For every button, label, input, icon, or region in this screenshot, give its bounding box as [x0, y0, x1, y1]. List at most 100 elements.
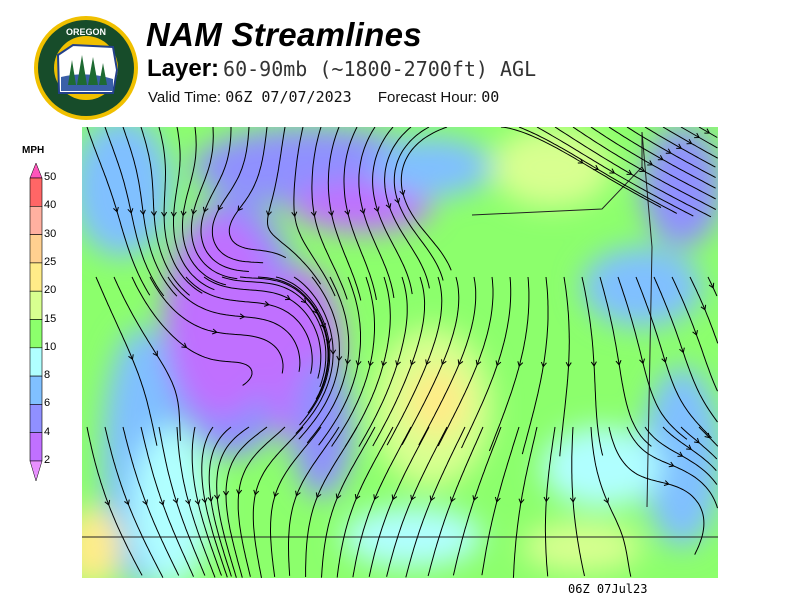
streamline-arrow-icon: [152, 350, 158, 357]
streamline-arrow-icon: [355, 360, 362, 367]
streamline-arrow-icon: [273, 491, 279, 498]
streamline-arrow-icon: [124, 499, 130, 506]
streamline-arrow-icon: [679, 347, 685, 354]
streamline: [216, 426, 250, 578]
streamline-arrow-icon: [295, 490, 301, 497]
streamline-arrow-icon: [312, 308, 318, 314]
legend-swatch: [29, 290, 43, 320]
streamline-arrow-icon: [266, 210, 272, 217]
streamline-arrow-icon: [104, 499, 111, 506]
streamline-arrow-icon: [202, 206, 209, 213]
streamline-arrow-icon: [211, 328, 218, 335]
streamline-arrow-icon: [239, 313, 246, 320]
legend-tick: 15: [44, 312, 57, 325]
streamline-arrow-icon: [676, 143, 683, 149]
streamline: [671, 276, 718, 392]
layer-info: Layer: 60-90mb (~1800-2700ft) AGL: [147, 55, 536, 83]
streamline: [191, 426, 222, 576]
streamline: [208, 426, 232, 577]
legend-swatch: [29, 319, 43, 349]
legend-tick: 8: [44, 369, 51, 382]
streamline-arrow-icon: [686, 138, 693, 145]
streamline-arrow-icon: [359, 208, 366, 215]
streamline: [644, 426, 718, 485]
streamline-arrow-icon: [150, 210, 157, 217]
map-timestamp: 06Z 07Jul23: [568, 582, 648, 596]
streamline-arrow-icon: [590, 361, 597, 368]
streamline-arrow-icon: [593, 164, 600, 171]
streamline-arrow-icon: [284, 294, 291, 301]
streamline-arrow-icon: [291, 211, 298, 218]
layer-label: Layer:: [147, 55, 220, 82]
streamline-arrow-icon: [410, 494, 416, 501]
legend-swatch: [29, 375, 43, 405]
streamline-arrow-icon: [704, 432, 711, 439]
legend-tick: 25: [44, 255, 57, 268]
streamline: [122, 426, 180, 576]
streamline-arrow-icon: [441, 359, 447, 366]
streamline-arrow-icon: [694, 437, 700, 444]
streamline-arrow-icon: [128, 354, 134, 361]
streamline-arrow-icon: [677, 451, 684, 457]
streamline-map: [82, 127, 718, 578]
streamline: [653, 276, 718, 423]
streamline: [644, 127, 716, 168]
page-title: NAM Streamlines: [146, 16, 422, 53]
streamline: [707, 276, 718, 297]
legend-tick: 4: [44, 425, 51, 438]
streamline-arrow-icon: [344, 358, 351, 365]
streamline-arrow-icon: [172, 497, 179, 504]
legend-swatch: [29, 262, 43, 292]
legend-swatch: [29, 432, 43, 462]
streamline: [662, 426, 717, 471]
legend-tick: 10: [44, 340, 57, 353]
legend-unit: MPH: [22, 145, 45, 156]
streamline-arrow-icon: [142, 499, 148, 506]
streamline-arrow-icon: [127, 208, 134, 214]
streamline-arrow-icon: [354, 494, 361, 500]
streamline-arrow-icon: [472, 495, 479, 502]
streamline-arrow-icon: [495, 360, 502, 367]
streamline-arrow-icon: [385, 203, 392, 210]
streamline-arrow-icon: [336, 355, 343, 362]
streamline-arrow-icon: [223, 490, 230, 497]
oregon-department-of-forestry-logo: OREGON: [34, 16, 138, 120]
streamline-arrow-icon: [663, 480, 670, 487]
streamline: [662, 127, 718, 159]
streamline-arrow-icon: [661, 357, 668, 363]
streamline-arrow-icon: [214, 494, 221, 501]
streamline-arrow-icon: [264, 300, 270, 307]
legend-swatch: [29, 404, 43, 433]
streamline: [86, 426, 143, 576]
legend-tick: 30: [44, 227, 57, 240]
streamline-arrow-icon: [494, 496, 501, 503]
streamline: [608, 127, 716, 189]
streamline-arrow-icon: [181, 342, 188, 349]
streamline-arrow-icon: [236, 489, 243, 495]
streamline-arrow-icon: [704, 128, 711, 134]
streamline: [270, 426, 322, 577]
streamline-arrow-icon: [373, 206, 380, 213]
streamline-arrow-icon: [399, 189, 406, 196]
layer-value: 60-90mb (~1800-2700ft) AGL: [223, 57, 537, 81]
streamline-arrow-icon: [639, 358, 646, 365]
legend-tick: 6: [44, 397, 51, 410]
streamline-arrow-icon: [686, 444, 692, 450]
streamline-arrow-icon: [409, 359, 416, 366]
streamline-arrow-icon: [185, 498, 191, 505]
streamline-arrow-icon: [540, 361, 547, 368]
streamline-arrow-icon: [639, 166, 646, 172]
streamline-arrow-icon: [381, 360, 387, 367]
streamline-arrow-icon: [237, 205, 243, 212]
streamline-arrow-icon: [543, 496, 550, 503]
legend-over-arrow: [29, 162, 43, 179]
streamline: [512, 426, 538, 578]
streamline-arrow-icon: [647, 160, 654, 166]
streamline-arrow-icon: [615, 360, 622, 366]
streamline: [698, 426, 718, 447]
streamline-arrow-icon: [692, 330, 698, 336]
streamline-arrow-icon: [657, 155, 664, 161]
streamline: [140, 426, 194, 577]
streamline-arrow-icon: [708, 282, 715, 289]
valid-time-value: 06Z 07/07/2023: [225, 88, 352, 106]
